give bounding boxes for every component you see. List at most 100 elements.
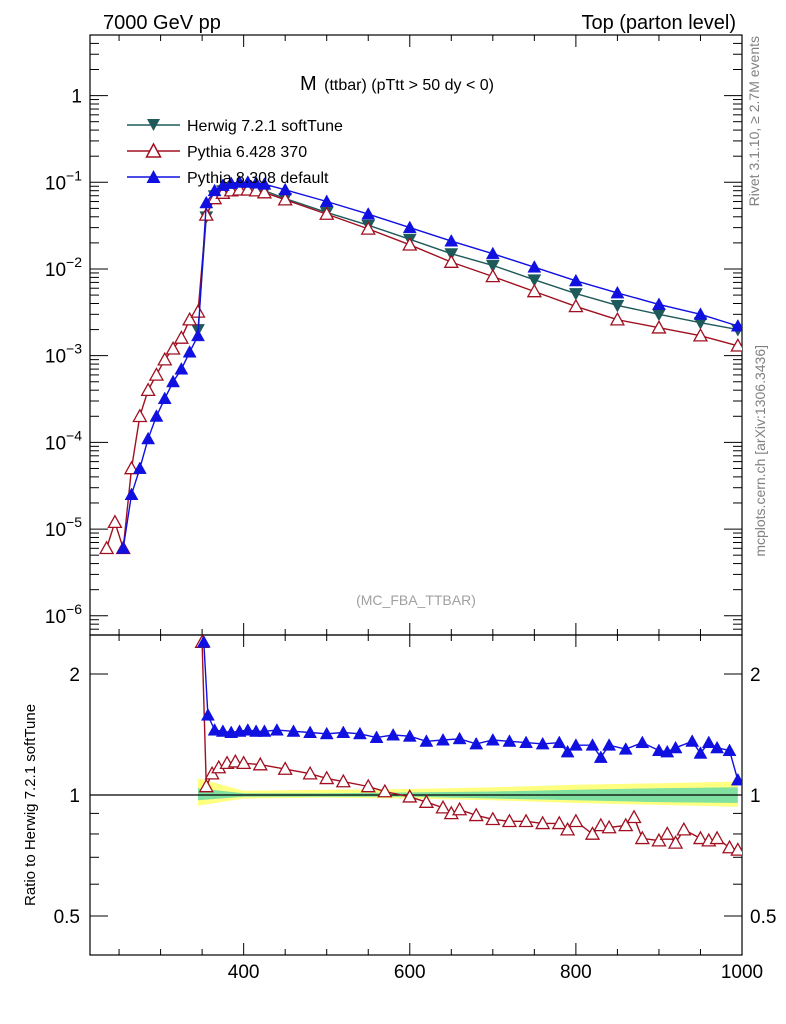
data-point <box>190 304 206 318</box>
data-point <box>277 761 293 775</box>
data-point <box>303 725 318 738</box>
data-point <box>693 746 708 759</box>
data-point <box>353 726 367 740</box>
data-point <box>469 736 484 750</box>
legend-entry-pythia6: Pythia 6.428 370 <box>127 142 307 161</box>
data-point <box>668 740 683 754</box>
data-point <box>635 735 650 749</box>
data-point <box>361 207 376 220</box>
data-point <box>676 821 692 836</box>
data-point <box>527 274 542 287</box>
data-point <box>141 431 156 445</box>
data-point <box>116 541 131 554</box>
data-point <box>634 830 650 845</box>
data-point <box>609 311 626 326</box>
data-point <box>257 724 272 737</box>
x-tick-label: 800 <box>560 962 592 983</box>
data-point <box>552 735 567 749</box>
x-tick-label: 1000 <box>721 962 763 983</box>
data-point <box>652 743 666 756</box>
data-point <box>730 772 742 786</box>
data-point <box>651 832 667 847</box>
data-point <box>659 826 675 840</box>
data-point <box>584 826 601 840</box>
y-tick-label: 10−2 <box>45 254 82 281</box>
data-point <box>124 487 139 501</box>
data-point <box>730 318 742 332</box>
data-point <box>215 724 230 737</box>
data-point <box>278 182 293 196</box>
data-point <box>256 184 273 199</box>
data-point <box>335 773 351 788</box>
ratio-panel: 400 600 800 1000 0.5 0.5 1 1 2 2 <box>54 634 776 983</box>
data-point <box>319 726 334 740</box>
data-point <box>191 328 205 342</box>
data-point <box>402 220 417 234</box>
ratio-y-axis-label: Ratio to Herwig 7.2.1 softTune <box>22 704 39 906</box>
data-point <box>248 182 264 197</box>
series-line-pythia8 <box>122 181 739 549</box>
analysis-watermark: (MC_FBA_TTBAR) <box>356 592 476 608</box>
data-point <box>709 830 725 845</box>
data-point <box>286 724 301 737</box>
data-point <box>418 794 434 808</box>
data-point <box>319 194 334 207</box>
legend-label-herwig: Herwig 7.2.1 softTune <box>187 118 343 135</box>
data-point <box>402 729 417 742</box>
data-point <box>240 723 255 736</box>
rivet-info-label: Rivet 3.1.10, ≥ 2.7M events <box>746 36 762 206</box>
data-point <box>369 730 384 743</box>
data-point <box>626 809 642 824</box>
series-pythia8 <box>116 175 742 554</box>
data-point <box>485 268 501 283</box>
data-point <box>651 319 667 334</box>
data-point <box>568 273 583 287</box>
data-point <box>560 744 575 758</box>
data-point <box>593 817 609 832</box>
data-point <box>182 345 197 358</box>
data-point <box>149 409 164 422</box>
series-herwig <box>191 182 742 337</box>
main-panel: 10−6 10−5 10−4 10−3 10−2 10−1 1 <box>45 34 743 636</box>
data-point <box>701 735 716 749</box>
data-point <box>249 176 264 189</box>
data-point <box>710 740 725 754</box>
data-point <box>386 727 401 741</box>
series-pythia6 <box>99 181 742 555</box>
data-point <box>132 408 148 423</box>
data-point <box>551 815 567 830</box>
data-point <box>568 298 584 313</box>
data-point <box>402 788 418 803</box>
legend-marker-pythia8 <box>146 170 161 183</box>
data-point <box>568 813 584 828</box>
data-point <box>377 783 393 798</box>
chart-title: M (ttbar) (pTtt > 50 dy < 0) <box>300 73 494 95</box>
series-pythia8 <box>196 635 742 786</box>
data-point <box>165 340 181 355</box>
data-point <box>227 753 243 768</box>
data-point <box>236 755 252 770</box>
data-point <box>535 815 551 830</box>
ratio-y-tick-label: 1 <box>69 786 80 807</box>
data-point <box>319 206 335 220</box>
data-point <box>526 283 542 298</box>
legend-marker-herwig <box>147 119 160 131</box>
data-point <box>693 307 708 320</box>
data-point <box>602 738 617 751</box>
header-right-label: Top (parton level) <box>581 12 736 34</box>
data-point <box>593 750 608 763</box>
data-point <box>730 842 742 856</box>
data-point <box>444 234 459 247</box>
data-point <box>485 733 500 746</box>
data-point <box>140 382 156 397</box>
data-point <box>618 742 633 755</box>
data-point <box>257 177 272 190</box>
y-tick-label: 10−5 <box>45 514 82 541</box>
y-tick-label: 10−1 <box>45 167 82 194</box>
data-point <box>485 259 500 273</box>
series-line-pythia8 <box>203 642 739 781</box>
data-point <box>721 839 738 854</box>
data-point <box>252 756 268 771</box>
data-point <box>535 736 550 750</box>
